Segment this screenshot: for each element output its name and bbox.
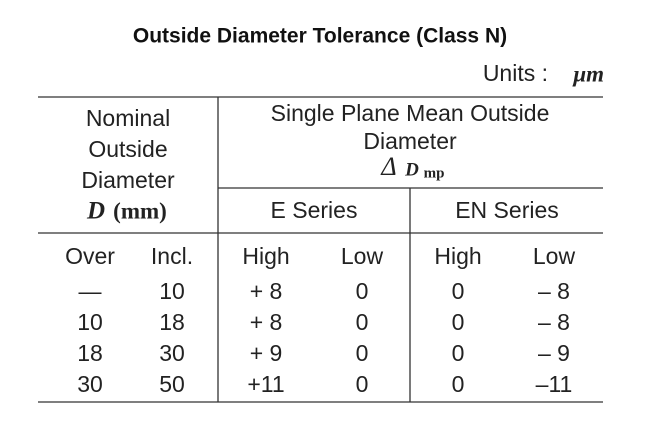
cell: 50 (159, 371, 185, 397)
cell: 0 (356, 371, 369, 397)
column-header: High (434, 243, 481, 269)
cell: 0 (452, 309, 465, 335)
table-lines (38, 96, 603, 403)
cell: 0 (356, 278, 369, 304)
cell: –11 (536, 371, 573, 397)
cell: 0 (452, 340, 465, 366)
header-unit: (mm) (113, 198, 167, 223)
cell: + 8 (250, 309, 283, 335)
column-header: Low (341, 243, 384, 269)
header-subscript: mp (424, 165, 445, 181)
column-header: Over (65, 243, 115, 269)
cell: 30 (77, 371, 103, 397)
cell: 10 (77, 309, 103, 335)
header-deviation: Diameter (363, 128, 457, 154)
header-nominal: Nominal (86, 105, 170, 131)
column-header: Incl. (151, 243, 193, 269)
column-header: Low (533, 243, 576, 269)
series-header: E Series (271, 197, 358, 223)
cell: – 8 (538, 309, 570, 335)
units-unit: μm (572, 61, 604, 86)
cell: – 9 (538, 340, 570, 366)
column-header: High (242, 243, 289, 269)
header-deviation: Single Plane Mean Outside (271, 100, 550, 126)
title: Outside Diameter Tolerance (Class N) (133, 25, 507, 48)
cell: 30 (159, 340, 185, 366)
cell: 0 (452, 371, 465, 397)
cell: 0 (356, 340, 369, 366)
cell: – 8 (538, 278, 570, 304)
header-nominal: Diameter (81, 167, 175, 193)
header-symbol: D (404, 159, 419, 180)
header-nominal: Outside (88, 136, 167, 162)
cell: — (79, 278, 102, 304)
cell: +11 (247, 371, 284, 397)
cell: + 8 (250, 278, 283, 304)
cell: + 9 (250, 340, 283, 366)
cell: 0 (452, 278, 465, 304)
series-header: EN Series (455, 197, 559, 223)
units-label: Units : (483, 60, 548, 86)
cell: 0 (356, 309, 369, 335)
cell: 18 (159, 309, 185, 335)
header-delta: Δ (380, 152, 396, 181)
cell: 10 (159, 278, 185, 304)
header-symbol: D (86, 198, 105, 225)
cell: 18 (77, 340, 103, 366)
